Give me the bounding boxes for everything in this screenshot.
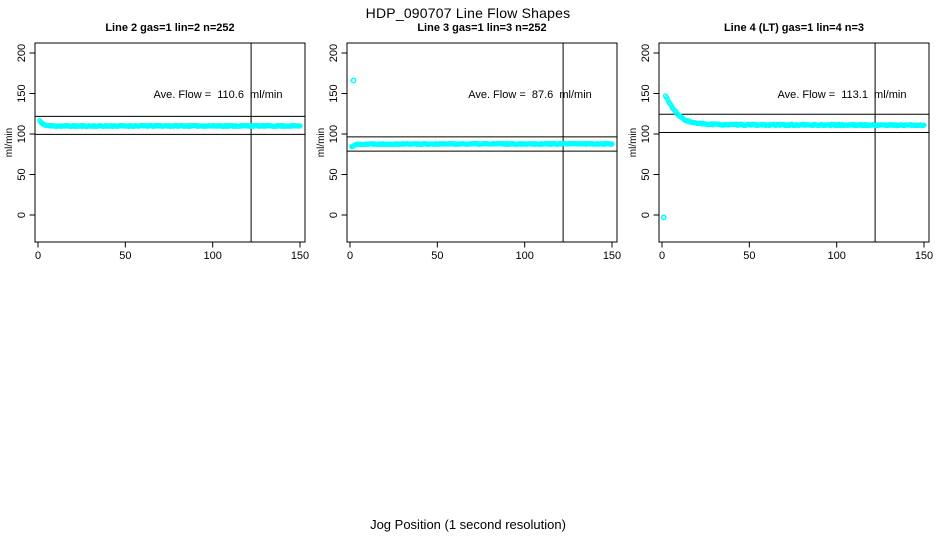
x-tick-label: 50 — [431, 250, 443, 262]
x-tick-label: 100 — [203, 250, 221, 262]
x-tick-label: 100 — [515, 250, 533, 262]
panel-title: Line 3 gas=1 lin=3 n=252 — [417, 22, 546, 34]
outlier-point — [350, 77, 357, 84]
y-tick-label: 50 — [16, 168, 28, 180]
y-tick-label: 200 — [640, 44, 652, 62]
x-tick-label: 150 — [915, 250, 933, 262]
x-tick-label: 0 — [35, 250, 41, 262]
y-axis-label: ml/min — [4, 128, 15, 157]
outlier-point — [660, 214, 667, 221]
avg-flow-annotation: Ave. Flow = 110.6 ml/min — [154, 89, 283, 101]
x-axis-outer-label: Jog Position (1 second resolution) — [370, 517, 566, 532]
y-tick-label: 150 — [16, 84, 28, 102]
y-axis-label: ml/min — [628, 128, 639, 157]
plot-svg: Line 2 gas=1 lin=2 n=252 0 50 100 150 200 ml/m… — [4, 22, 309, 262]
plot-box — [658, 42, 930, 243]
y-axis-label: ml/min — [316, 128, 327, 157]
x-tick-label: 150 — [603, 250, 621, 262]
plot-svg: Line 3 gas=1 lin=3 n=252 0 50 100 150 200 ml/m… — [316, 22, 621, 262]
plot-box — [34, 42, 306, 243]
y-tick-label: 100 — [16, 125, 28, 143]
y-tick-label: 0 — [640, 212, 652, 218]
subplot-line-2: Line 2 gas=1 lin=2 n=252 0 50 100 150 200 ml/m… — [0, 0, 312, 270]
data-point — [921, 122, 927, 128]
x-tick-label: 50 — [743, 250, 755, 262]
x-tick-label: 0 — [347, 250, 353, 262]
y-tick-label: 100 — [640, 125, 652, 143]
x-tick-label: 150 — [291, 250, 309, 262]
x-tick-label: 50 — [119, 250, 131, 262]
avg-flow-annotation: Ave. Flow = 113.1 ml/min — [778, 89, 907, 101]
y-tick-label: 50 — [328, 168, 340, 180]
subplot-line-3: Line 3 gas=1 lin=3 n=252 0 50 100 150 200 ml/m… — [312, 0, 624, 270]
subplot-line-4: Line 4 (LT) gas=1 lin=4 n=3 0 50 100 150 200 m… — [624, 0, 936, 270]
plots-row: Line 2 gas=1 lin=2 n=252 0 50 100 150 200 ml/m… — [0, 0, 936, 270]
x-tick-label: 100 — [827, 250, 845, 262]
y-tick-label: 0 — [16, 212, 28, 218]
panel-title: Line 2 gas=1 lin=2 n=252 — [105, 22, 234, 34]
y-tick-label: 100 — [328, 125, 340, 143]
y-tick-label: 150 — [640, 84, 652, 102]
data-point — [297, 123, 303, 129]
x-tick-label: 0 — [659, 250, 665, 262]
data-point — [665, 96, 671, 103]
plot-svg: Line 4 (LT) gas=1 lin=4 n=3 0 50 100 150 200 m… — [628, 22, 933, 262]
y-tick-label: 150 — [328, 84, 340, 102]
y-tick-label: 200 — [328, 44, 340, 62]
y-tick-label: 0 — [328, 212, 340, 218]
plot-box — [346, 42, 618, 243]
y-tick-label: 50 — [640, 168, 652, 180]
data-point — [609, 141, 615, 147]
y-tick-label: 200 — [16, 44, 28, 62]
avg-flow-annotation: Ave. Flow = 87.6 ml/min — [468, 89, 592, 101]
figure-title: HDP_090707 Line Flow Shapes — [365, 5, 571, 21]
panel-title: Line 4 (LT) gas=1 lin=4 n=3 — [724, 22, 864, 34]
